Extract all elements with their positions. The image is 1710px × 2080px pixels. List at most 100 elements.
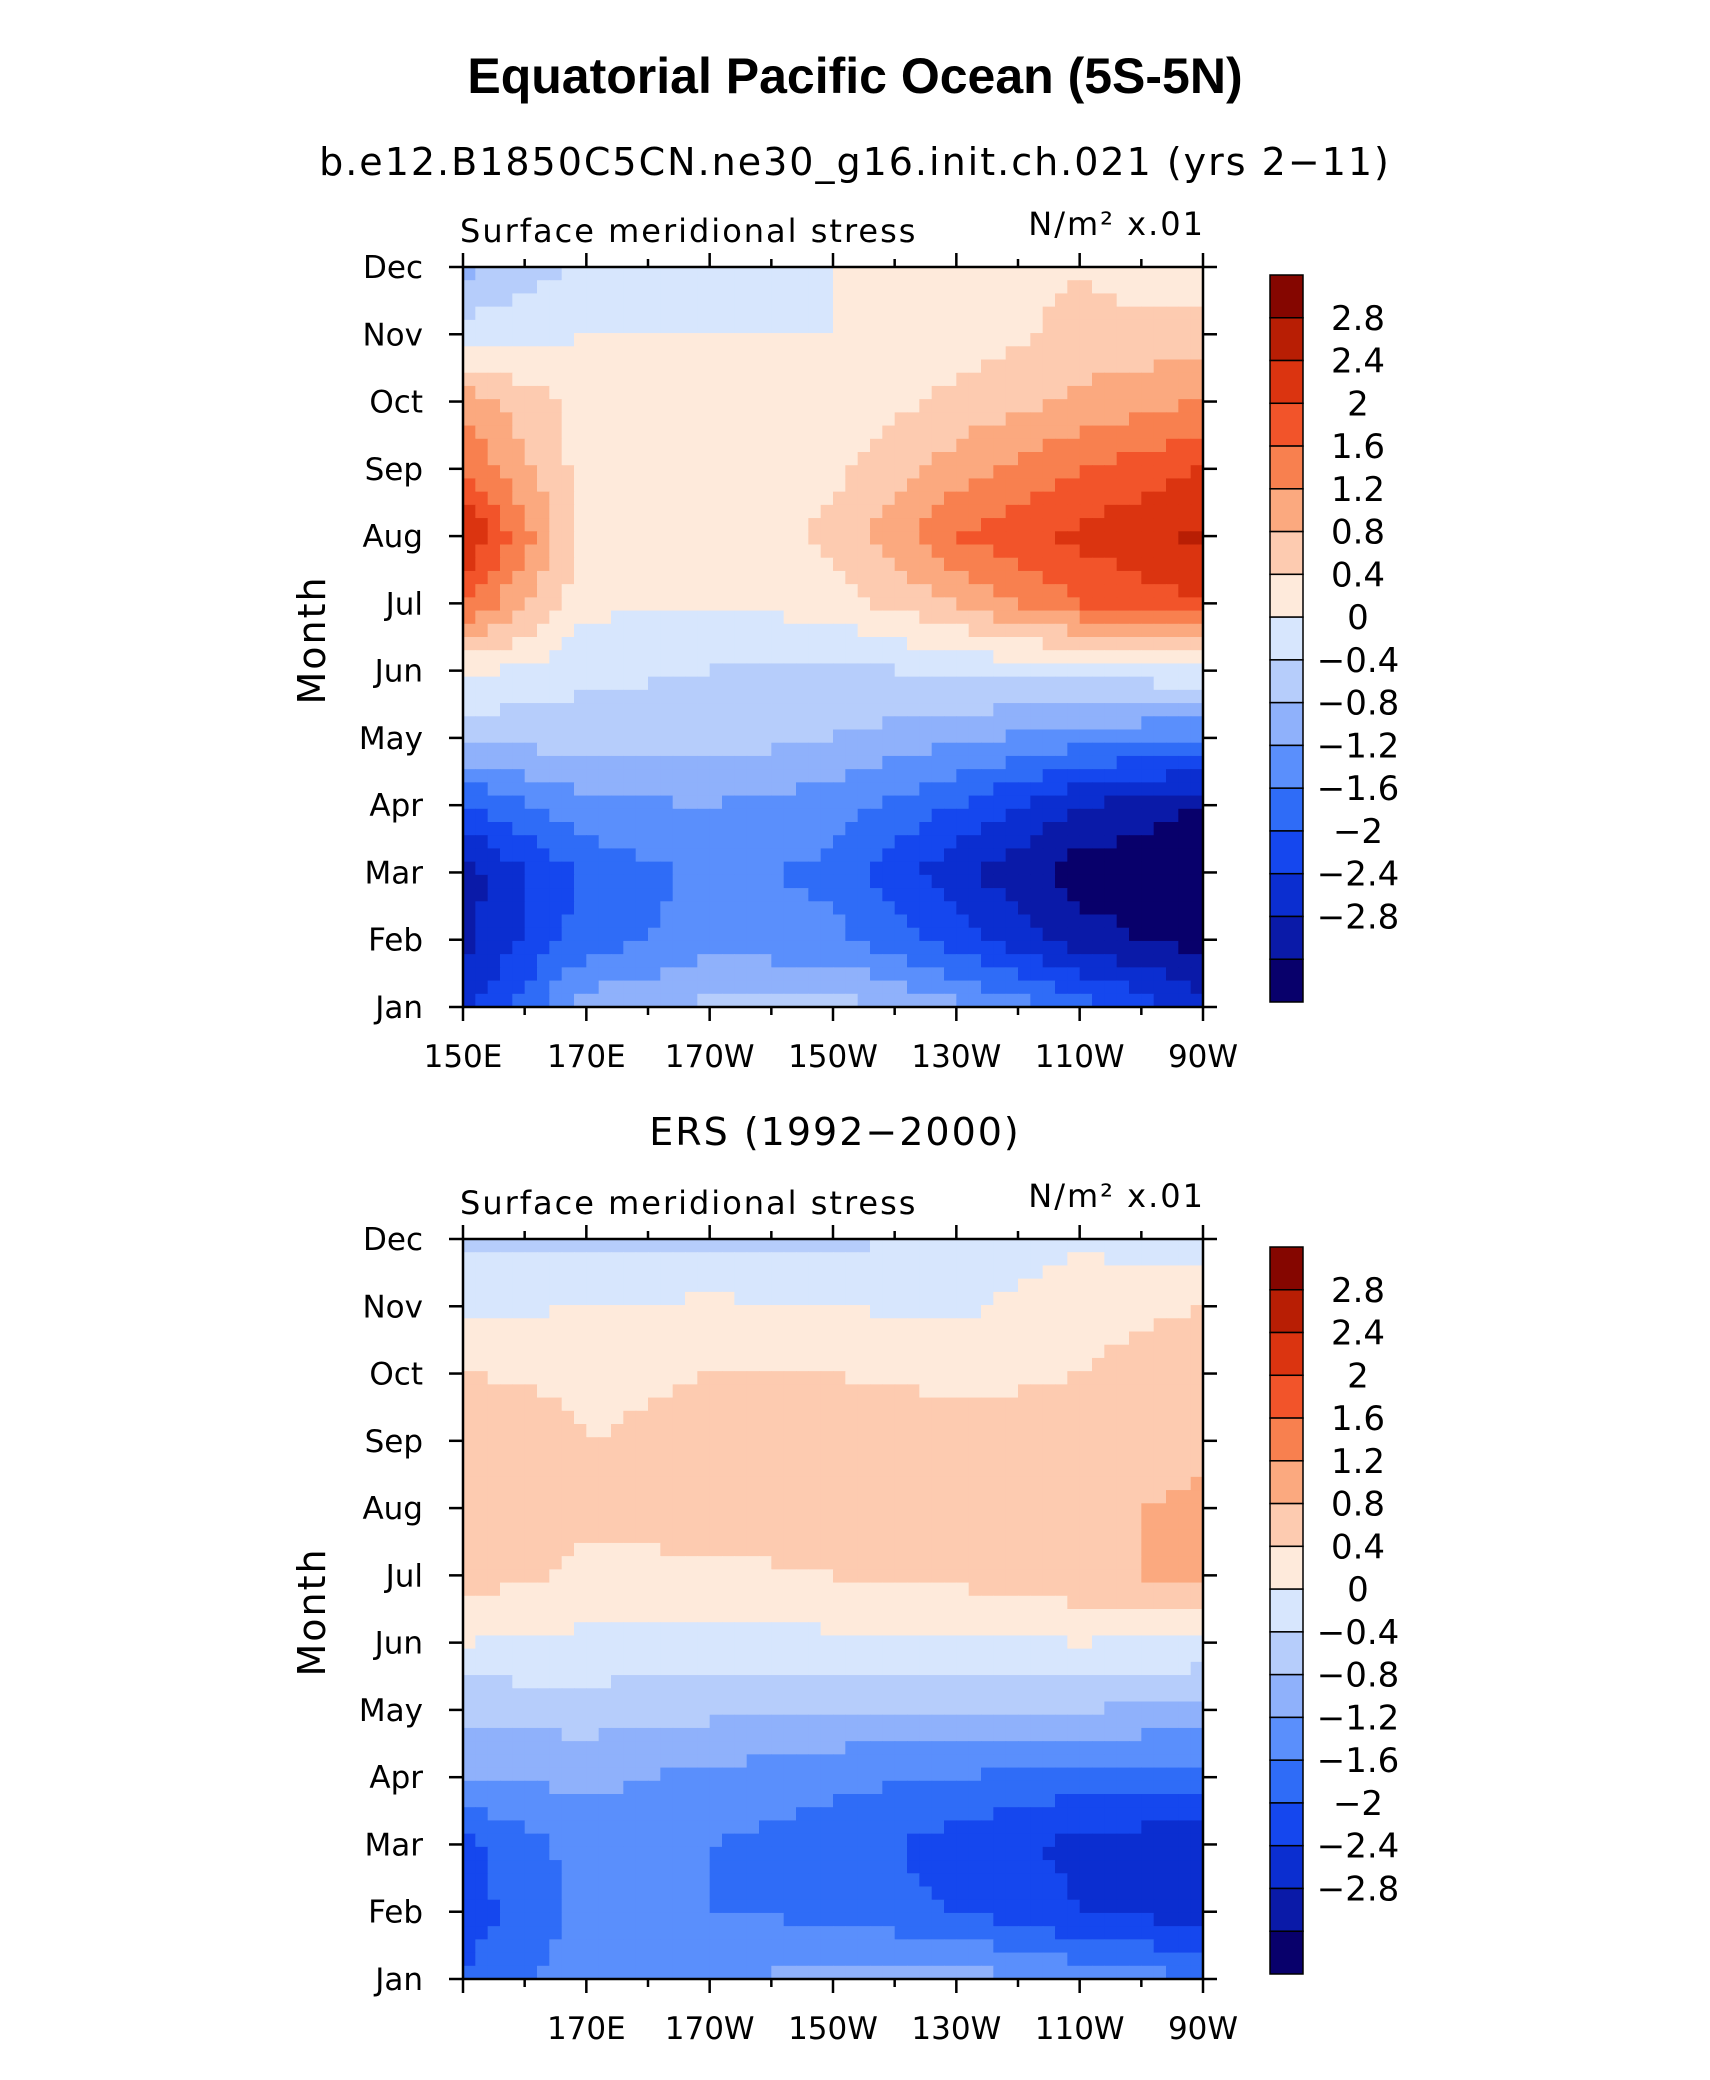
contour-cell [598,742,612,757]
contour-cell [1092,1305,1105,1319]
colorbar-label: −1.2 [1317,726,1400,766]
contour-cell [1153,729,1167,744]
contour-cell [746,465,760,480]
contour-cell [574,1331,587,1346]
contour-cell [845,306,859,321]
contour-cell [722,1265,735,1280]
contour-cell [808,1305,822,1319]
contour-cell [1141,544,1155,559]
contour-cell [783,319,797,334]
contour-cell [919,716,933,731]
contour-cell [635,584,649,598]
contour-cell [1178,703,1192,717]
contour-cell [1104,1265,1118,1280]
contour-cell [648,1503,661,1518]
contour-cell [857,1239,871,1253]
contour-cell [771,914,785,929]
contour-cell [783,452,797,466]
contour-cell [783,544,797,559]
contour-cell [1018,610,1031,625]
contour-cell [1153,716,1167,731]
contour-cell [549,716,563,731]
contour-cell [1042,1450,1056,1465]
contour-cell [1042,795,1056,810]
contour-cell [549,544,563,559]
contour-cell [500,544,513,559]
contour-cell [672,280,686,295]
contour-cell [1153,1476,1167,1491]
contour-cell [672,372,686,387]
contour-cell [537,491,550,506]
contour-cell [1018,663,1031,678]
contour-cell [524,1542,538,1557]
contour-cell [697,1463,711,1478]
contour-cell [512,716,526,731]
contour-cell [993,1331,1007,1346]
contour-cell [685,1252,698,1267]
contour-cell [722,1344,735,1359]
contour-cell [623,663,637,678]
contour-cell [500,980,513,995]
contour-cell [820,742,834,757]
panel-1-title: b.e12.B1850C5CN.ne30_g16.init.ch.021 (yr… [319,140,1391,184]
contour-cell [1030,967,1044,982]
contour-cell [1055,544,1068,559]
contour-cell [648,385,661,400]
contour-cell [537,835,550,850]
contour-cell [635,1410,649,1425]
contour-cell [746,729,760,744]
contour-cell [1042,372,1056,387]
contour-cell [1129,795,1142,810]
contour-cell [734,874,748,889]
contour-cell [524,1476,538,1491]
contour-cell [487,1384,501,1399]
contour-cell [487,1344,501,1359]
contour-cell [574,940,587,955]
contour-cell [759,1476,772,1491]
contour-cell [1153,346,1167,361]
contour-cell [1129,980,1142,995]
contour-cell [1178,346,1192,361]
contour-cell [1166,570,1179,585]
contour-cell [463,1542,476,1557]
contour-cell [660,901,674,916]
contour-cell [1141,980,1155,995]
contour-cell [907,1556,920,1570]
contour-cell [771,452,785,466]
contour-cell [500,927,513,942]
contour-cell [586,465,600,480]
contour-cell [1166,1331,1179,1346]
contour-cell [672,663,686,678]
contour-cell [623,769,637,783]
contour-cell [1042,1397,1056,1412]
contour-cell [1018,1265,1031,1280]
contour-cell [796,333,809,347]
contour-cell [574,1476,587,1491]
contour-cell [611,1265,624,1280]
contour-cell [759,557,772,572]
contour-cell [685,888,698,902]
contour-cell [598,504,612,519]
contour-cell [919,1437,933,1452]
contour-cell [685,1278,698,1293]
contour-cell [1055,861,1068,876]
colorbar-box [1269,317,1304,362]
contour-cell [487,716,501,731]
contour-cell [635,1397,649,1412]
contour-cell [586,425,600,440]
contour-cell [1153,1529,1167,1544]
contour-cell [1129,518,1142,532]
contour-cell [796,1437,809,1452]
contour-cell [870,1490,883,1504]
contour-cell [660,1278,674,1293]
contour-cell [1190,465,1204,480]
contour-cell [1030,280,1044,295]
contour-cell [783,914,797,929]
contour-cell [1190,1371,1204,1385]
contour-cell [635,306,649,321]
contour-cell [586,293,600,308]
contour-cell [734,795,748,810]
contour-cell [771,306,785,321]
contour-cell [685,1305,698,1319]
contour-cell [549,689,563,704]
